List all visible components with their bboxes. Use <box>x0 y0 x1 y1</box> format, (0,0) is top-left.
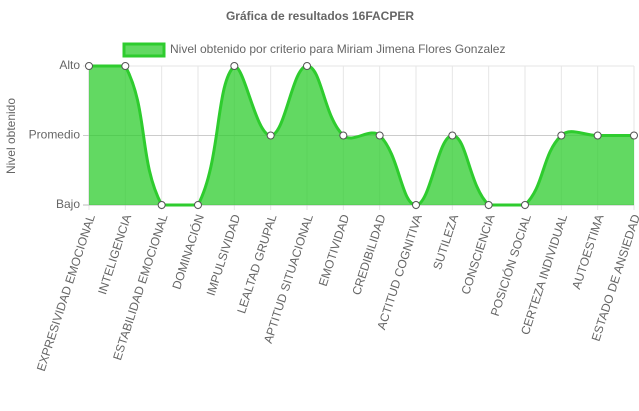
point <box>121 62 130 70</box>
point <box>484 201 493 209</box>
point <box>593 131 602 140</box>
x-tick-label: IMPULSIVIDAD <box>204 212 244 297</box>
y-tick-label: Alto <box>59 58 80 72</box>
point <box>339 131 348 140</box>
point <box>230 62 239 70</box>
x-tick-label: EMOTIVIDAD <box>316 212 352 288</box>
x-tick-label: LEALTAD GRUPAL <box>234 212 279 315</box>
point <box>448 131 457 140</box>
x-tick-label: EXPRESIVIDAD EMOCIONAL <box>34 212 98 373</box>
x-tick-label: CREDIBILIDAD <box>349 212 388 297</box>
point <box>630 131 638 140</box>
point <box>521 201 529 209</box>
point <box>85 62 93 70</box>
point <box>412 201 420 209</box>
point <box>157 201 166 209</box>
y-tick-label: Promedio <box>29 128 81 142</box>
x-tick-label: INTELIGENCIA <box>95 213 134 297</box>
y-axis-title: Nivel obtenido <box>4 98 18 174</box>
point <box>266 131 275 140</box>
legend-label: Nivel obtenido por criterio para Miriam … <box>170 42 505 56</box>
point <box>375 131 384 140</box>
x-tick-label: AUTOESTIMA <box>569 213 606 291</box>
y-tick-label: Bajo <box>56 197 80 211</box>
chart-title: Gráfica de resultados 16FACPER <box>226 9 414 23</box>
x-tick-label: SUTILEZA <box>430 213 461 272</box>
x-tick-label: DOMINACIÓN <box>169 212 207 291</box>
point <box>303 62 311 70</box>
point <box>194 201 202 209</box>
x-tick-label: CONSCIENCIA <box>458 213 497 297</box>
legend-swatch <box>122 42 166 58</box>
point <box>557 131 566 140</box>
